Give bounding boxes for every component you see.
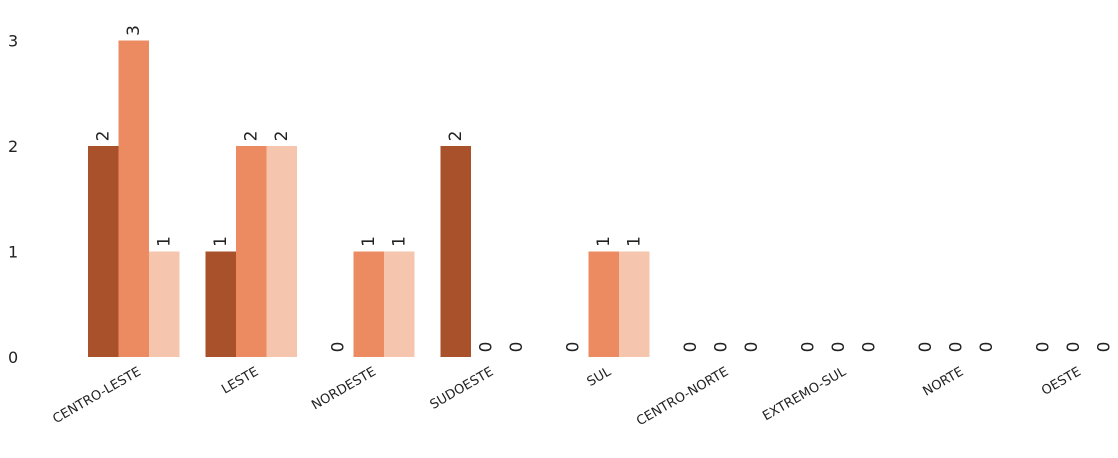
x-tick-label: OESTE	[1039, 364, 1084, 398]
data-label: 2	[446, 131, 466, 142]
data-label: 1	[154, 236, 174, 247]
data-label: 0	[1033, 342, 1053, 353]
data-label: 1	[624, 236, 644, 247]
data-label: 1	[594, 236, 614, 247]
x-axis: CENTRO-LESTE LESTE NORDESTE SUDOESTE SUL CENT…	[50, 364, 1083, 429]
data-label: 0	[563, 342, 583, 353]
x-tick-label: LESTE	[219, 364, 261, 397]
x-tick-label: CENTRO-NORTE	[634, 364, 731, 429]
data-label: 0	[476, 342, 496, 353]
bars	[88, 40, 650, 357]
data-label: 0	[681, 342, 701, 353]
bar	[149, 251, 180, 357]
data-label: 0	[798, 342, 818, 353]
x-tick-label: CENTRO-LESTE	[50, 364, 143, 427]
data-label: 1	[359, 236, 379, 247]
x-tick-label: SUDOESTE	[428, 364, 497, 412]
data-label: 2	[241, 131, 261, 142]
y-tick-label: 0	[8, 348, 18, 367]
data-label: 2	[93, 131, 113, 142]
y-tick-label: 1	[8, 243, 18, 262]
bar	[384, 251, 415, 357]
bar	[353, 251, 384, 357]
bar	[205, 251, 236, 357]
bar	[266, 146, 297, 357]
data-label: 0	[977, 342, 997, 353]
data-label: 0	[859, 342, 879, 353]
bar	[588, 251, 619, 357]
data-label: 0	[711, 342, 731, 353]
data-label: 0	[916, 342, 936, 353]
data-label: 0	[742, 342, 762, 353]
data-label: 3	[124, 25, 144, 36]
data-label: 1	[389, 236, 409, 247]
data-label: 0	[1094, 342, 1114, 353]
data-labels: 231 12 201 120 0 01 10 0 0 0 0 0 0 0 0 0 0 0	[93, 25, 1114, 352]
bar	[619, 251, 650, 357]
data-label: 0	[328, 342, 348, 353]
x-tick-label: SUL	[585, 364, 615, 390]
bar	[88, 146, 119, 357]
y-tick-label: 2	[8, 137, 18, 156]
bar	[440, 146, 471, 357]
x-tick-label: NORDESTE	[309, 364, 379, 413]
y-tick-label: 3	[8, 32, 18, 51]
x-tick-label: NORTE	[920, 364, 966, 399]
bar	[118, 40, 149, 357]
data-label: 0	[829, 342, 849, 353]
data-label: 0	[1064, 342, 1084, 353]
data-label: 0	[946, 342, 966, 353]
data-label: 0	[507, 342, 527, 353]
data-label: 2	[272, 131, 292, 142]
bar	[236, 146, 267, 357]
x-tick-label: EXTREMO-SUL	[760, 364, 849, 424]
y-axis: 0 1 2 3	[8, 32, 18, 368]
data-label: 1	[211, 236, 231, 247]
